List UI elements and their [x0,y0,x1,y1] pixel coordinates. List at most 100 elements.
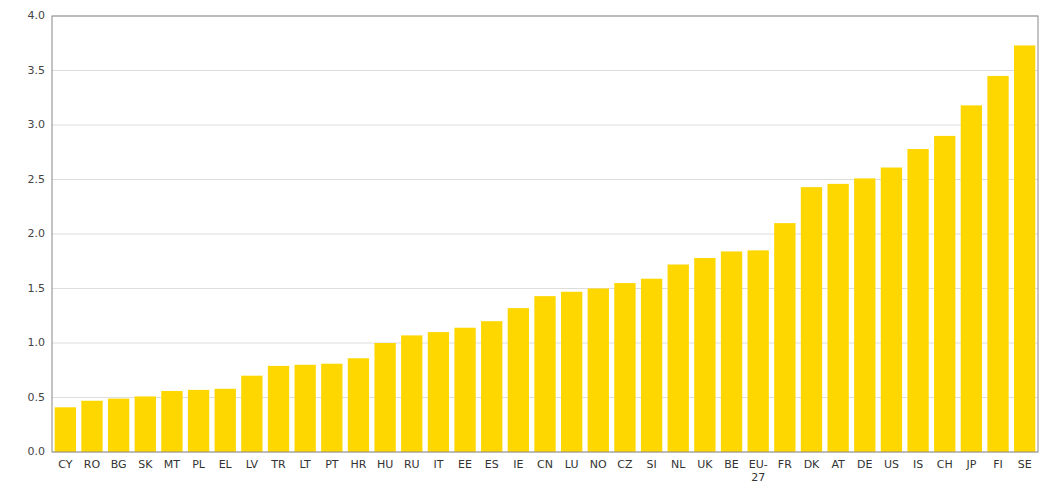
x-tick-label-line: HR [350,458,366,471]
bar [268,366,289,452]
x-tick-label: BG [111,458,127,471]
bar [854,178,875,452]
x-tick-label: US [884,458,899,471]
grid [52,16,1038,452]
bar [1014,45,1035,452]
x-tick-label-line: CH [937,458,953,471]
bar [588,289,609,453]
y-tick-label: 3.5 [28,64,46,77]
x-tick-label: LV [246,458,259,471]
x-tick-label-line: SE [1018,458,1032,471]
bar [668,265,689,452]
bar [188,390,209,452]
x-tick-label: CZ [617,458,633,471]
x-tick-label: CN [537,458,553,471]
y-tick-label: 1.5 [28,282,46,295]
x-tick-label: JP [965,458,976,471]
x-tick-label-line: SI [646,458,656,471]
x-tick-label-line: BE [724,458,739,471]
y-tick-label: 2.5 [28,173,46,186]
x-tick-label: HR [350,458,366,471]
x-tick-label-line: AT [831,458,845,471]
x-tick-label-line: JP [965,458,976,471]
x-tick-label: CY [58,458,72,471]
x-tick-label-line: TR [270,458,286,471]
x-tick-label-line: HU [377,458,393,471]
bar [108,399,129,452]
bar [907,149,928,452]
x-tick-label: RO [84,458,101,471]
bar [881,168,902,452]
plot-frame [52,16,1038,452]
chart-svg: 0.00.51.01.52.02.53.03.54.0CYROBGSKMTPLE… [0,0,1052,504]
x-tick-label: TR [270,458,286,471]
bars [55,45,1036,452]
x-tick-label-line: RO [84,458,101,471]
x-tick-label-line: NL [671,458,686,471]
x-tick-label: CH [937,458,953,471]
bar [694,258,715,452]
x-tick-label-line: CN [537,458,553,471]
x-tick-label-line: IE [513,458,523,471]
x-tick-label: DK [804,458,820,471]
bar [81,401,102,452]
x-tick-label-line: NO [590,458,607,471]
bar [534,296,555,452]
x-tick-label: FI [993,458,1003,471]
x-tick-label-line: SK [138,458,153,471]
page: {"chart_data": {"type": "bar", "categori… [0,0,1052,504]
bar [55,407,76,452]
x-tick-label: SK [138,458,153,471]
x-tick-label: ES [485,458,499,471]
bar [241,376,262,452]
y-tick-label: 0.0 [28,445,46,458]
x-tick-label: PT [325,458,339,471]
bar [801,187,822,452]
x-tick-label-line: EU- [749,458,768,471]
x-tick-label: FR [778,458,792,471]
x-tick-label: BE [724,458,739,471]
x-tick-label-line: RU [404,458,420,471]
x-tick-label: EL [219,458,233,471]
bar [561,292,582,452]
bar [454,328,475,452]
bar [721,251,742,452]
x-tick-label: UK [697,458,713,471]
y-tick-label: 0.5 [28,391,46,404]
x-tick-label-line: IS [913,458,923,471]
y-tick-label: 2.0 [28,227,46,240]
x-tick-label: PL [192,458,206,471]
grid-line [52,70,1038,71]
bar [987,76,1008,452]
x-tick-label-line: LU [565,458,579,471]
x-tick-label-line: PL [192,458,206,471]
x-tick-label: AT [831,458,845,471]
bar [295,365,316,452]
x-tick-label-line: EE [458,458,472,471]
grid-line [52,125,1038,126]
bar [748,250,769,452]
x-tick-label-line: UK [697,458,713,471]
x-tick-label: HU [377,458,393,471]
bar [374,343,395,452]
y-axis: 0.00.51.01.52.02.53.03.54.0 [28,9,46,458]
x-tick-label: SI [646,458,656,471]
bar [481,321,502,452]
bar [135,396,156,452]
x-tick-label: LT [299,458,311,471]
x-tick-label-line: IT [433,458,443,471]
chart-container: 0.00.51.01.52.02.53.03.54.0CYROBGSKMTPLE… [0,0,1052,504]
bar [401,335,422,452]
x-tick-label-line: EL [219,458,233,471]
bar [934,136,955,452]
x-tick-label-line: LV [246,458,259,471]
bar [961,105,982,452]
x-tick-label: EU-27 [749,458,768,484]
y-tick-label: 4.0 [28,9,46,22]
bar [215,389,236,452]
x-tick-label-line: BG [111,458,127,471]
bar [428,332,449,452]
bar [321,364,342,452]
x-tick-label-line: CY [58,458,72,471]
bar [348,358,369,452]
